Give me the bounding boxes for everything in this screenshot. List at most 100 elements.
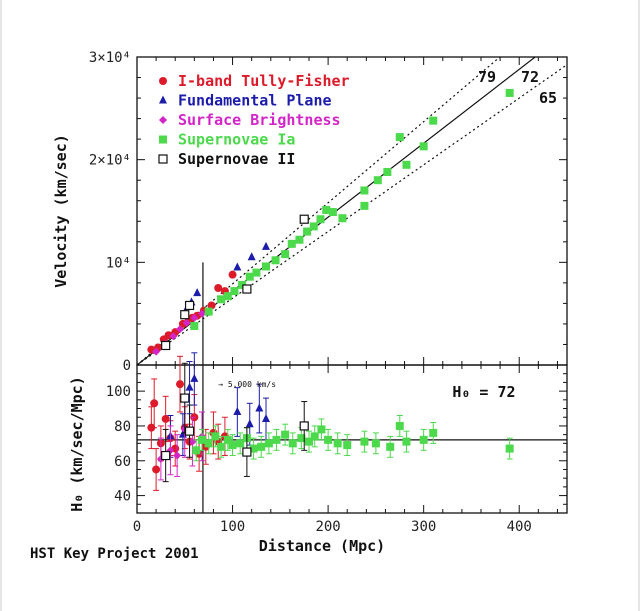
data-point	[255, 403, 264, 412]
data-point	[173, 451, 182, 460]
data-point	[185, 382, 194, 391]
data-point	[324, 435, 333, 444]
data-point	[257, 442, 266, 451]
data-point	[303, 227, 312, 236]
data-point	[281, 250, 290, 259]
data-point	[230, 287, 239, 296]
data-point	[419, 435, 428, 444]
data-point	[360, 201, 369, 210]
data-point	[386, 442, 395, 451]
data-point	[176, 325, 184, 334]
data-point	[233, 262, 242, 271]
data-point	[233, 407, 242, 416]
hubble-line-label: 72	[521, 68, 539, 86]
data-point	[193, 288, 202, 297]
x-tick-label: 300	[411, 519, 436, 535]
data-point	[204, 307, 213, 316]
data-point	[182, 318, 191, 327]
left-frame-edge	[0, 0, 2, 611]
data-point	[338, 214, 347, 223]
data-point	[245, 419, 254, 428]
data-point	[180, 310, 190, 320]
data-point	[272, 435, 281, 444]
data-point	[371, 439, 380, 448]
data-point	[287, 239, 296, 248]
data-point	[383, 167, 392, 176]
data-point	[204, 439, 213, 448]
y-tick-label: 100	[106, 384, 131, 400]
bottom-panel-frame	[136, 364, 568, 514]
data-point	[295, 235, 304, 244]
data-point	[297, 434, 306, 443]
data-point	[309, 222, 318, 231]
legend-label: Supernovae II	[178, 150, 295, 168]
y-tick-label: 80	[114, 419, 131, 435]
data-point	[207, 301, 216, 310]
legend-marker	[159, 135, 167, 144]
data-point	[305, 437, 313, 446]
y-tick-label: 2×10⁴	[89, 153, 131, 169]
y-tick-label: 0	[123, 358, 131, 374]
data-point	[228, 441, 237, 450]
data-point	[190, 313, 199, 322]
data-point	[190, 321, 199, 330]
data-point	[190, 373, 199, 382]
data-point	[252, 268, 261, 277]
data-point	[242, 447, 252, 457]
data-point	[333, 439, 342, 448]
data-point	[419, 142, 428, 151]
data-point	[152, 465, 161, 474]
data-point	[223, 292, 232, 301]
data-point	[197, 309, 206, 318]
data-point	[402, 437, 411, 446]
x-tick-label: 100	[220, 519, 245, 535]
data-point	[262, 241, 270, 250]
data-point	[281, 430, 290, 439]
data-point	[214, 284, 223, 292]
data-point	[236, 439, 245, 448]
data-point	[310, 432, 319, 441]
legend-label: Surface Brightness	[178, 111, 341, 129]
data-point	[184, 300, 195, 311]
data-point	[505, 88, 514, 97]
hubble-line-79	[137, 57, 501, 365]
data-point	[360, 186, 369, 195]
y-tick-label: 40	[114, 489, 131, 505]
data-point	[211, 432, 220, 441]
data-point	[217, 295, 226, 304]
data-point	[429, 116, 438, 125]
y-tick-label: 60	[114, 454, 131, 470]
x-tick-label: 200	[315, 519, 340, 535]
x-tick-label: 400	[507, 519, 532, 535]
legend-label: Fundamental Plane	[178, 92, 332, 110]
data-point	[242, 284, 252, 294]
data-point	[264, 439, 273, 448]
data-point	[192, 446, 201, 455]
data-point	[373, 176, 382, 185]
data-point	[180, 393, 190, 403]
y-tick-label: 10⁴	[106, 255, 131, 271]
legend-marker	[159, 95, 167, 104]
data-point	[395, 421, 404, 430]
data-point	[152, 347, 161, 356]
data-point	[322, 205, 331, 214]
data-point	[176, 380, 184, 389]
hubble-line-label: 65	[539, 89, 557, 107]
legend-marker	[159, 116, 167, 124]
data-point	[228, 270, 237, 279]
hubble-line-label: 79	[478, 68, 496, 86]
data-point	[402, 160, 411, 169]
data-point	[429, 428, 438, 437]
footer-caption: HST Key Project 2001	[30, 546, 199, 562]
data-point	[328, 208, 337, 217]
data-point	[150, 399, 159, 408]
legend-label: Supernovae Ia	[178, 131, 295, 149]
data-point	[317, 425, 326, 434]
data-point	[184, 426, 195, 436]
data-point	[316, 215, 325, 224]
data-point	[238, 280, 247, 289]
data-point	[249, 444, 258, 453]
data-point	[161, 414, 170, 423]
data-point	[271, 256, 280, 265]
